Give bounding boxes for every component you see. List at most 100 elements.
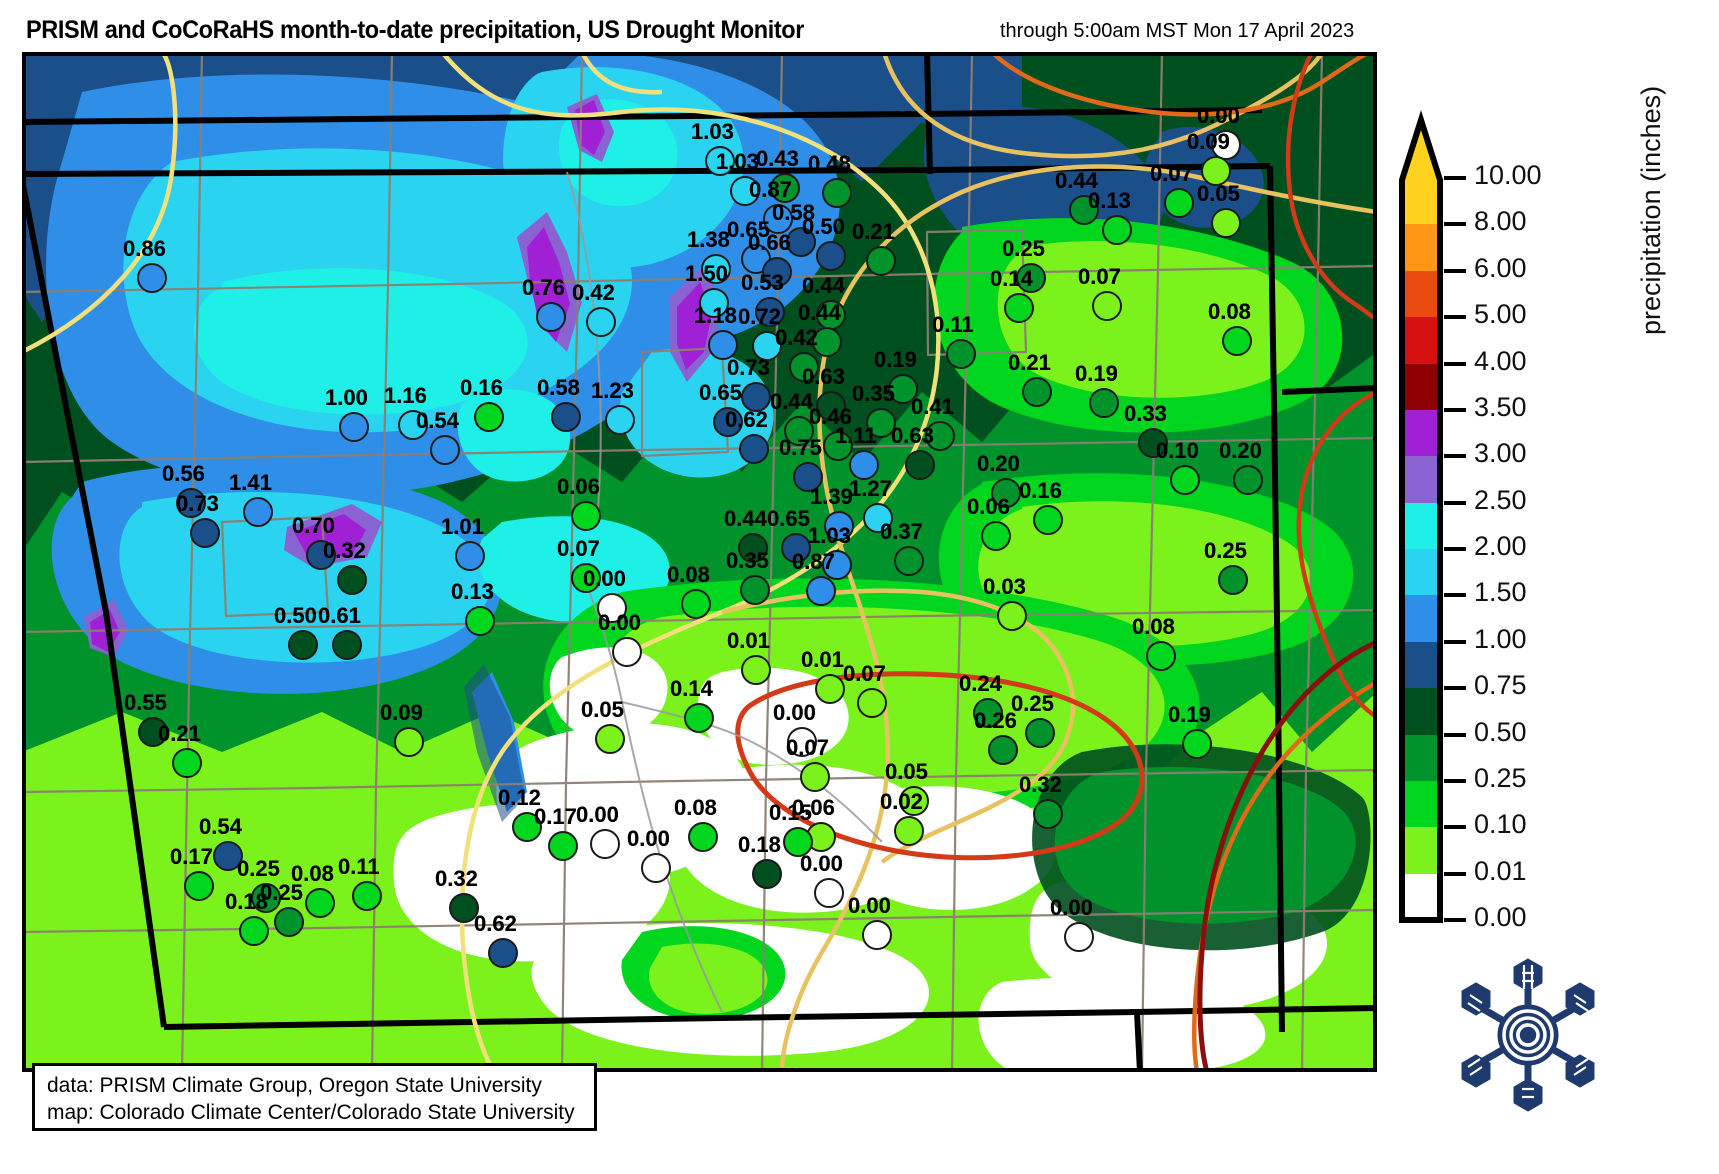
station-value-label: 1.03	[808, 523, 851, 548]
station-marker	[730, 176, 760, 206]
station-marker	[1218, 565, 1248, 595]
station-value-label: 0.75	[779, 435, 822, 460]
station-marker	[1222, 326, 1252, 356]
attribution-data-line: data: PRISM Climate Group, Oregon State …	[47, 1074, 542, 1097]
station-marker	[394, 727, 424, 757]
station-marker	[812, 327, 842, 357]
station-marker	[1064, 922, 1094, 952]
colorbar-tick-label: 6.00	[1474, 252, 1527, 283]
station-value-label: 0.00	[1050, 895, 1093, 920]
colorbar-band	[1402, 317, 1440, 364]
colorbar-tick-label: 2.00	[1474, 531, 1527, 561]
station-marker	[863, 503, 893, 533]
station-value-label: 0.43	[756, 146, 799, 171]
precipitation-map[interactable]	[22, 52, 1377, 1072]
station-value-label: 0.08	[667, 562, 710, 587]
station-marker	[762, 257, 792, 287]
colorbar-gradient[interactable]	[1398, 110, 1444, 923]
station-marker	[739, 434, 769, 464]
station-value-label: 0.21	[852, 219, 895, 244]
station-value-label: 1.23	[591, 378, 634, 403]
station-marker	[595, 724, 625, 754]
station-value-label: 0.01	[727, 628, 770, 653]
station-marker	[251, 883, 281, 913]
station-marker	[752, 859, 782, 889]
station-marker	[783, 827, 813, 857]
station-value-label: 0.20	[977, 451, 1020, 476]
colorbar-tick	[1444, 407, 1466, 412]
station-marker	[705, 146, 735, 176]
station-value-label: 0.65	[727, 217, 770, 242]
station-marker	[571, 501, 601, 531]
station-marker	[597, 593, 627, 623]
station-marker	[849, 450, 879, 480]
station-marker	[815, 674, 845, 704]
station-value-label: 0.08	[1208, 299, 1251, 324]
station-marker	[701, 254, 731, 284]
header-bar: PRISM and CoCoRaHS month-to-date precipi…	[0, 0, 1719, 52]
station-value-label: 0.11	[932, 312, 974, 337]
attribution-map-line: map: Colorado Climate Center/Colorado St…	[47, 1101, 575, 1124]
station-marker	[190, 518, 220, 548]
station-marker	[184, 871, 214, 901]
station-value-label: 1.41	[229, 470, 272, 495]
colorbar-tick	[1444, 176, 1466, 180]
colorbar-tick	[1444, 454, 1466, 459]
station-marker	[688, 822, 718, 852]
station-value-label: 0.18	[225, 889, 268, 914]
station-value-label: 0.02	[880, 789, 923, 814]
station-marker	[571, 563, 601, 593]
station-marker	[800, 762, 830, 792]
colorbar-tick	[1444, 732, 1466, 737]
valid-time-label: through 5:00am MST Mon 17 April 2023	[1000, 20, 1355, 42]
station-value-label: 0.35	[726, 548, 769, 573]
station-value-label: 0.76	[522, 275, 565, 300]
colorbar-tick	[1444, 268, 1466, 273]
station-value-label: 0.55	[124, 690, 167, 715]
colorbar-tick	[1444, 547, 1466, 551]
colorbar-band	[1402, 641, 1440, 689]
station-marker	[899, 786, 929, 816]
colorbar-over-arrow	[1402, 120, 1440, 178]
station-value-label: 0.65	[699, 380, 742, 405]
station-marker	[1138, 428, 1168, 458]
station-marker	[740, 575, 770, 605]
station-value-label: 0.20	[1219, 438, 1262, 463]
station-value-label: 1.16	[384, 383, 427, 408]
station-value-label: 0.25	[1204, 538, 1247, 563]
station-value-label: 0.05	[581, 697, 624, 722]
station-value-label: 0.46	[809, 404, 852, 429]
station-marker	[822, 178, 852, 208]
station-marker	[822, 550, 852, 580]
cocorahs-snowflake-logo	[1461, 958, 1595, 1112]
colorbar-band	[1402, 224, 1440, 271]
station-value-label: 0.07	[786, 735, 829, 760]
station-value-label: 0.42	[775, 325, 818, 350]
station-value-label: 0.48	[808, 151, 851, 176]
station-marker	[814, 878, 844, 908]
station-value-label: 1.39	[810, 484, 853, 509]
station-marker	[1033, 799, 1063, 829]
station-marker	[337, 565, 367, 595]
station-marker	[755, 297, 785, 327]
colorbar-tick-label: 5.00	[1474, 299, 1527, 330]
station-value-label: 0.62	[474, 911, 517, 936]
station-value-label: 0.73	[727, 355, 770, 380]
station-marker	[894, 816, 924, 846]
station-marker	[274, 907, 304, 937]
station-value-label: 0.06	[557, 474, 600, 499]
station-marker	[1233, 465, 1263, 495]
station-marker	[1102, 215, 1132, 245]
station-marker	[1069, 195, 1099, 225]
station-value-label: 0.03	[983, 574, 1026, 599]
station-value-label: 0.63	[891, 423, 934, 448]
station-marker	[1089, 388, 1119, 418]
colorbar-band	[1402, 734, 1440, 781]
station-marker	[925, 421, 955, 451]
station-marker	[752, 331, 782, 361]
station-marker	[862, 920, 892, 950]
station-value-label: 0.24	[959, 671, 1002, 696]
station-value-label: 0.01	[801, 647, 844, 672]
station-marker	[763, 204, 793, 234]
colorbar-tick	[1444, 871, 1466, 876]
